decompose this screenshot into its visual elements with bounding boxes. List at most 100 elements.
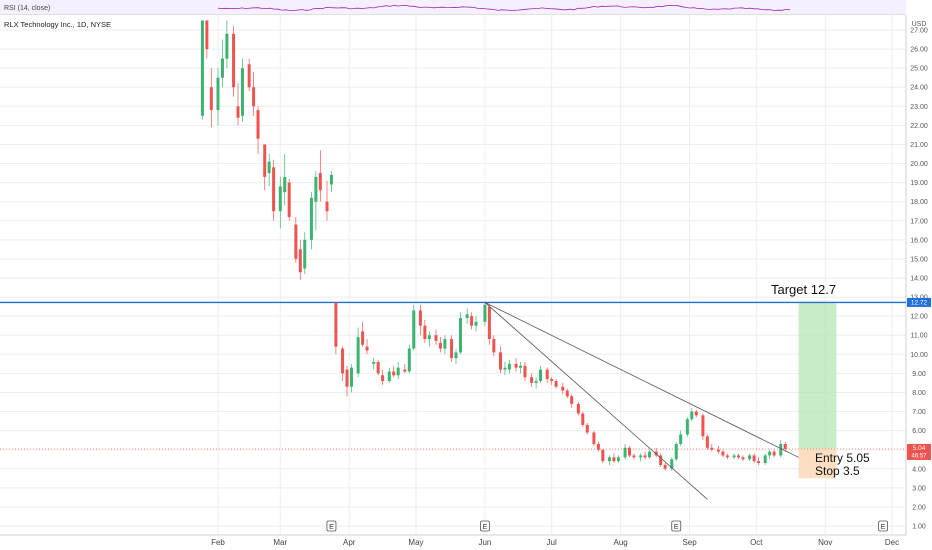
candle-body [314,176,318,202]
candle-body [309,197,313,240]
candle-body [325,201,329,212]
candle-body [372,361,376,364]
price-tick-label: 11.00 [911,333,928,340]
price-tick-label: 18.00 [910,199,928,206]
price-axis-ticks: 1.002.003.004.005.006.007.008.009.0010.0… [910,28,928,531]
price-tick-label: 20.00 [910,161,928,168]
candle-body [674,443,678,460]
earnings-marker-label: E [881,524,886,531]
currency-label: USD [912,21,927,28]
current-price-badge: 5.04 46:57 [907,443,931,460]
candle-body [757,461,761,464]
earnings-marker-icon [480,520,490,532]
price-tick-label: 22.00 [910,123,928,130]
price-tick-label: 14.00 [910,276,928,283]
candle-body [643,455,647,458]
candle-body [570,396,574,404]
candle-body [294,224,298,259]
price-tick-label: 26.00 [910,47,928,54]
svg-text:5.04: 5.04 [913,445,926,452]
candle-body [450,339,454,359]
price-tick-label: 27.00 [910,28,928,35]
price-tick-label: 6.00 [912,428,926,435]
candle-body [263,144,267,177]
candle-body [514,363,518,368]
stop-zone[interactable] [798,448,837,479]
symbol-title: RLX Technology Inc., 1D, NYSE [4,20,111,29]
candle-body [267,161,271,174]
candle-body [487,306,491,340]
candle-body [596,443,600,450]
month-tick-label: Aug [614,538,628,547]
price-tick-label: 2.00 [912,504,926,511]
month-tick-label: Dec [885,538,899,547]
candle-body [507,363,511,370]
candle-body [392,371,396,376]
target-label: Target 12.7 [771,282,836,297]
candle-body [205,20,209,50]
candle-body [748,455,752,460]
candle-body [287,182,291,217]
candle-body [607,457,611,462]
candle-body [232,33,236,88]
candle-body [545,369,549,380]
price-tick-label: 21.00 [910,142,928,149]
candle-body [519,365,523,368]
candle-body [396,367,400,376]
candle-body [576,403,580,414]
candle-body [216,77,220,111]
candle-body [240,68,244,116]
candle-body [679,434,683,444]
candle-body [550,379,554,382]
earnings-marker-label: E [483,524,488,531]
candle-body [483,304,487,322]
candle-body [407,348,411,372]
rsi-label: RSI (14, close) [4,5,50,12]
month-tick-label: Sep [682,538,697,547]
candle-body [659,455,663,465]
candle-body [345,369,349,387]
candle-body [225,33,229,59]
candle-body [283,176,287,193]
candle-body [530,377,534,383]
candle-body [458,318,462,353]
candle-body [247,64,251,88]
candle-body [341,348,345,374]
candle-body [298,249,302,273]
earnings-marker-icon [326,520,337,532]
price-tick-label: 8.00 [912,390,926,397]
month-tick-label: Mar [273,538,287,547]
stop-label: Stop 3.5 [815,464,860,478]
price-tick-label: 25.00 [910,66,928,73]
candle-body [329,174,333,185]
price-tick-label: 12.00 [910,314,928,321]
price-tick-label: 19.00 [910,180,928,187]
candle-body [779,443,783,456]
candle-body [454,352,458,359]
candle-body [694,411,698,416]
candle-body [623,447,627,458]
candle-body [499,352,503,370]
candle-body [725,455,729,458]
candle-body [376,361,380,374]
candle-body [628,447,632,456]
candle-body [381,375,385,382]
candle-body [209,87,213,111]
candle-body [721,451,725,456]
target-zone[interactable] [798,302,837,449]
candle-body [412,310,416,349]
candle-body [349,367,353,387]
svg-text:46:57: 46:57 [911,453,927,459]
month-tick-label: Nov [818,538,832,547]
trendlines[interactable] [484,302,799,500]
candle-body [581,413,585,425]
candle-body [474,321,478,326]
candle-body [783,443,787,449]
candle-body [465,314,469,319]
candle-body [387,371,391,382]
candle-body [361,331,365,345]
candle-body [539,369,543,382]
candle-body [701,415,705,437]
